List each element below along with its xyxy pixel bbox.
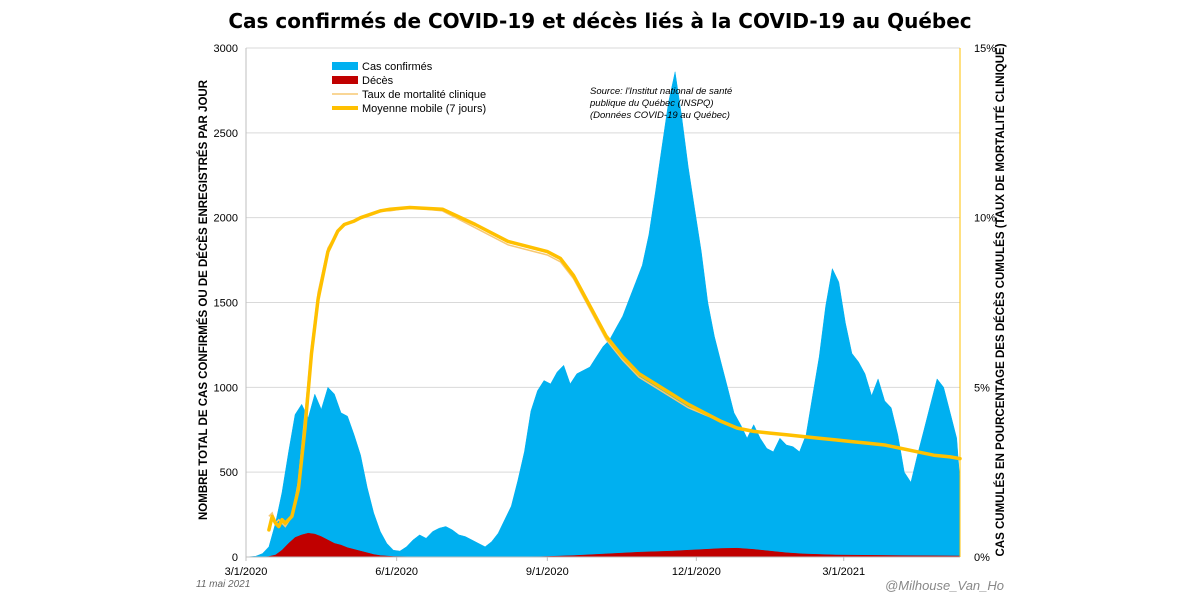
y-right-tick-label-5: 5% xyxy=(974,382,990,394)
y-axis-label-right: CAS CUMULÉS EN POURCENTAGE DES DÉCÈS CUM… xyxy=(994,43,1007,556)
cases-area-series xyxy=(245,71,961,558)
axes: 0 500 1000 1500 2000 2500 3000 0% 5% 10% 15% 3/1/20… xyxy=(214,43,997,578)
y-tick-label-2000: 2000 xyxy=(214,213,238,225)
y-tick-label-3000: 3000 xyxy=(214,43,238,55)
y-right-tick-label-0: 0% xyxy=(974,552,990,564)
chart-title: Cas confirmés de COVID-19 et décès liés … xyxy=(228,9,971,33)
date-note: 11 mai 2021 xyxy=(196,579,250,590)
x-tick-label-1: 6/1/2020 xyxy=(375,566,418,578)
source-note: Source: l'Institut national de santé pub… xyxy=(589,86,732,121)
y-tick-label-0: 0 xyxy=(232,552,238,564)
cases-area xyxy=(245,71,961,558)
source-line-2: publique du Québec (INSPQ) xyxy=(589,98,714,109)
y-tick-label-1000: 1000 xyxy=(214,382,238,394)
source-line-3: (Données COVID-19 au Québec) xyxy=(590,110,730,121)
y-right-tick-label-10: 10% xyxy=(974,213,996,225)
credit: @Milhouse_Van_Ho xyxy=(885,578,1004,593)
moving-average-line xyxy=(267,205,962,532)
y-tick-label-500: 500 xyxy=(220,467,238,479)
y-tick-label-1500: 1500 xyxy=(214,298,238,310)
rate-line-series xyxy=(267,205,962,532)
source-line-1: Source: l'Institut national de santé xyxy=(590,86,732,97)
legend: Cas confirmés Décès Taux de mortalité cl… xyxy=(332,61,486,115)
legend-label-deaths: Décès xyxy=(362,75,394,87)
x-tick-label-4: 3/1/2021 xyxy=(822,566,865,578)
y-right-tick-label-15: 15% xyxy=(974,43,996,55)
legend-label-cases: Cas confirmés xyxy=(362,61,433,73)
x-tick-label-0: 3/1/2020 xyxy=(225,566,268,578)
legend-label-moving-average: Moyenne mobile (7 jours) xyxy=(362,103,486,115)
x-tick-label-2: 9/1/2020 xyxy=(526,566,569,578)
y-tick-label-2500: 2500 xyxy=(214,128,238,140)
legend-swatch-cases xyxy=(332,62,358,70)
y-axis-label-left: NOMBRE TOTAL DE CAS CONFIRMÉS OU DE DÉCÈ… xyxy=(197,79,210,520)
legend-label-rate: Taux de mortalité clinique xyxy=(362,89,486,101)
legend-swatch-deaths xyxy=(332,76,358,84)
x-tick-label-3: 12/1/2020 xyxy=(672,566,721,578)
